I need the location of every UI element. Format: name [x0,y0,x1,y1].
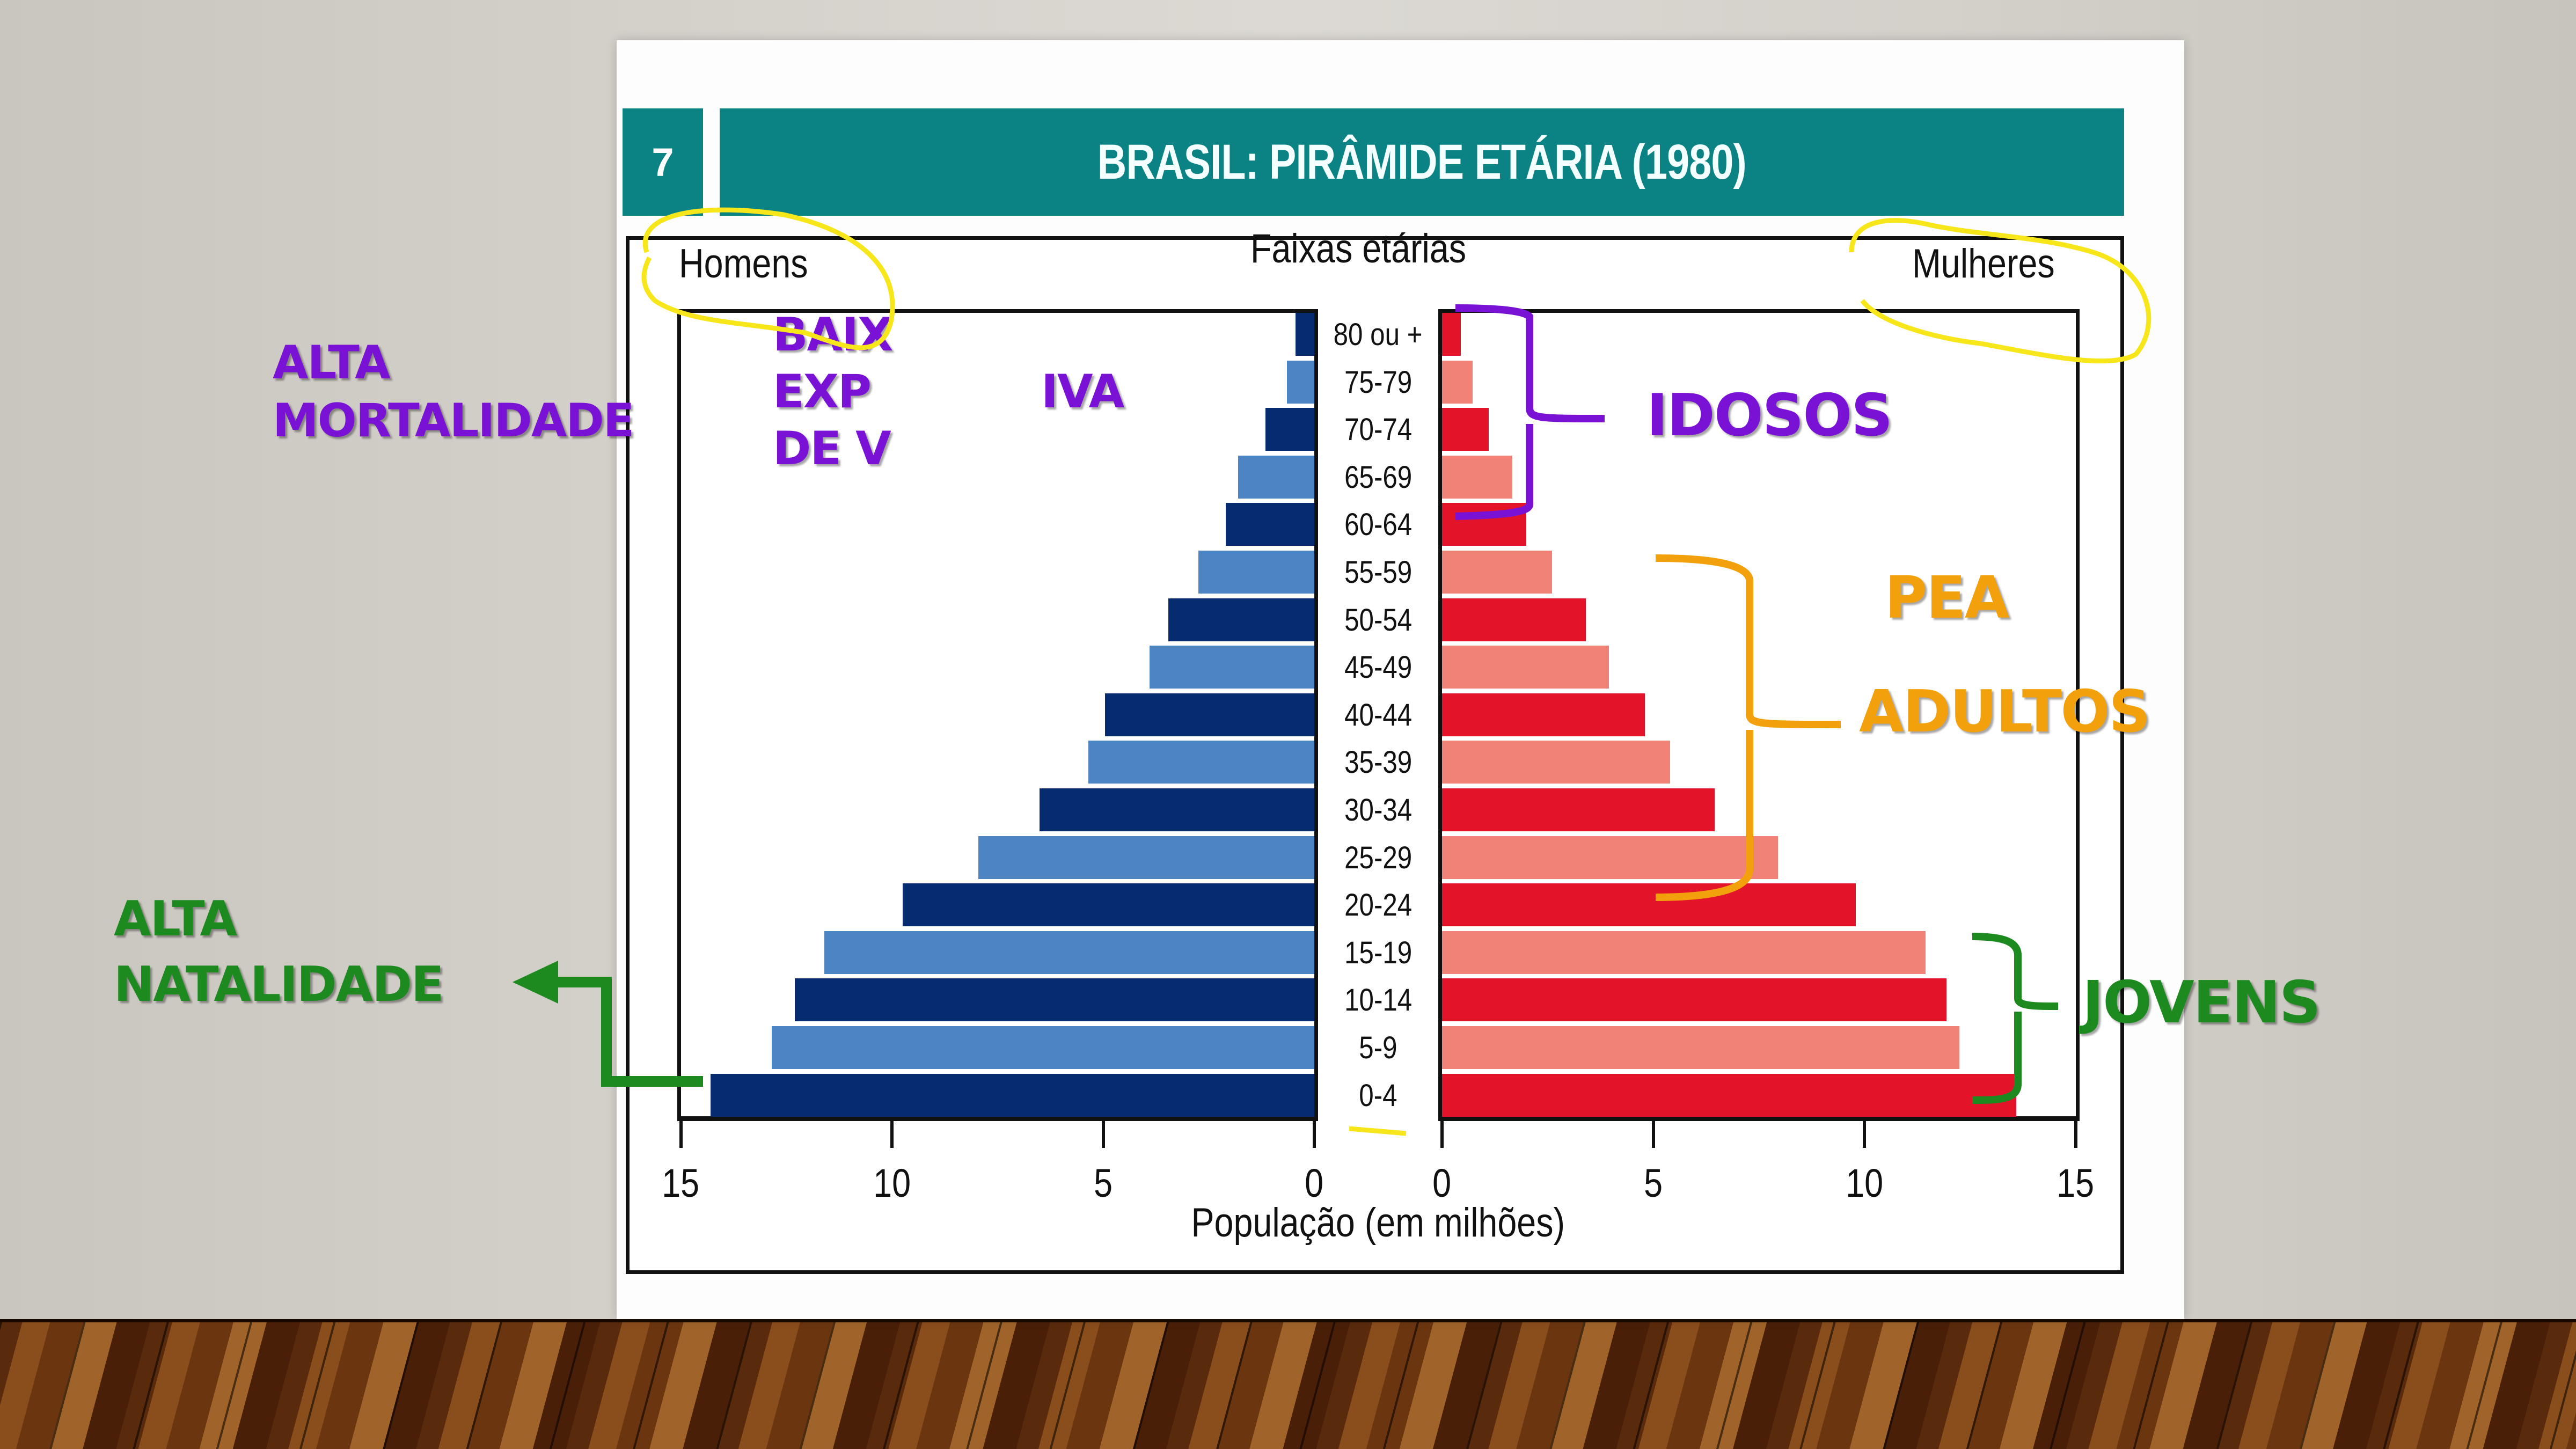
age-label: 10-14 [1344,983,1413,1018]
tick-label: 10 [1846,1161,1883,1205]
bar-homens [1295,313,1314,356]
bar-homens [824,931,1314,974]
tick-mark [1313,1121,1316,1148]
bar-mulheres [1442,931,1926,974]
age-label: 50-54 [1344,602,1413,638]
baixa-fragment-1: BAIX [773,308,893,362]
x-axis-label: População (em milhões) [1191,1200,1565,1246]
age-label: 0-4 [1359,1078,1397,1113]
pea-annotation: PEA [1885,565,2010,632]
age-label: 80 ou + [1334,317,1423,352]
tick-label: 15 [662,1161,700,1205]
bar-mulheres [1442,788,1715,831]
bar-mulheres [1442,408,1489,451]
bar-homens [1088,741,1314,784]
slide-title-bar: BRASIL: PIRÂMIDE ETÁRIA (1980) [720,108,2124,216]
slide-number: 7 [623,108,703,216]
homens-label: Homens [679,241,808,287]
bar-mulheres [1442,455,1513,499]
bar-homens [1225,503,1314,546]
bar-homens [794,978,1314,1022]
tick-mark [1651,1121,1655,1148]
bar-homens [1198,551,1314,594]
tick-label: 0 [1305,1161,1324,1205]
bar-homens [1265,408,1314,451]
alta-mortalidade-annotation: ALTA MORTALIDADE [273,336,634,448]
bar-homens [1040,788,1314,831]
age-label: 70-74 [1344,412,1413,448]
bar-homens [771,1026,1314,1069]
bar-homens [1286,360,1314,404]
tick-label: 10 [873,1161,911,1205]
tick-mark [1101,1121,1105,1148]
tick-label: 15 [2057,1161,2095,1205]
age-label: 5-9 [1359,1030,1397,1065]
age-label: 35-39 [1344,745,1413,780]
age-label: 45-49 [1344,650,1413,685]
bar-mulheres [1442,741,1670,784]
tick-mark [2074,1121,2077,1148]
idosos-annotation: IDOSOS [1646,382,1893,449]
bar-homens [1168,598,1314,641]
bar-mulheres [1442,1073,2017,1117]
mulheres-label: Mulheres [1912,241,2055,287]
bar-homens [1238,455,1314,499]
bar-mulheres [1442,693,1645,736]
bar-mulheres [1442,503,1527,546]
age-label: 75-79 [1344,364,1413,400]
bar-homens [902,883,1314,927]
bar-mulheres [1442,360,1473,404]
tick-label: 0 [1432,1161,1452,1205]
tick-label: 5 [1094,1161,1113,1205]
age-label: 30-34 [1344,793,1413,828]
bar-mulheres [1442,646,1609,689]
bar-mulheres [1442,836,1778,879]
age-label: 20-24 [1344,888,1413,923]
bar-mulheres [1442,598,1586,641]
bar-mulheres [1442,883,1856,927]
adultos-annotation: ADULTOS [1859,678,2150,745]
tick-mark [1440,1121,1444,1148]
age-label: 55-59 [1344,555,1413,590]
expectativa-fragment-b: IVA [1041,365,1124,419]
bar-homens [1150,646,1314,689]
age-label: 40-44 [1344,697,1413,733]
age-label: 15-19 [1344,935,1413,970]
faixas-etarias-label: Faixas etárias [1250,226,1467,272]
bar-mulheres [1442,551,1552,594]
tick-label: 5 [1644,1161,1663,1205]
slide-number-text: 7 [652,140,674,185]
bar-mulheres [1442,978,1947,1022]
bar-homens [978,836,1314,879]
bar-mulheres [1442,1026,1960,1069]
tick-mark [679,1121,683,1148]
alta-natalidade-annotation: ALTA NATALIDADE [114,891,444,1013]
tick-mark [1863,1121,1866,1148]
age-label: 60-64 [1344,507,1413,543]
de-vida-fragment: DE V [773,422,891,475]
jovens-annotation: JOVENS [2082,969,2321,1036]
bar-homens [1105,693,1314,736]
slide-title: BRASIL: PIRÂMIDE ETÁRIA (1980) [1097,134,1747,189]
expectativa-fragment-a: EXP [773,365,872,419]
bar-mulheres [1442,313,1461,356]
wooden-floor [0,1319,2576,1449]
age-label: 65-69 [1344,459,1413,495]
age-label: 25-29 [1344,840,1413,875]
tick-mark [890,1121,894,1148]
bar-homens [710,1073,1314,1117]
